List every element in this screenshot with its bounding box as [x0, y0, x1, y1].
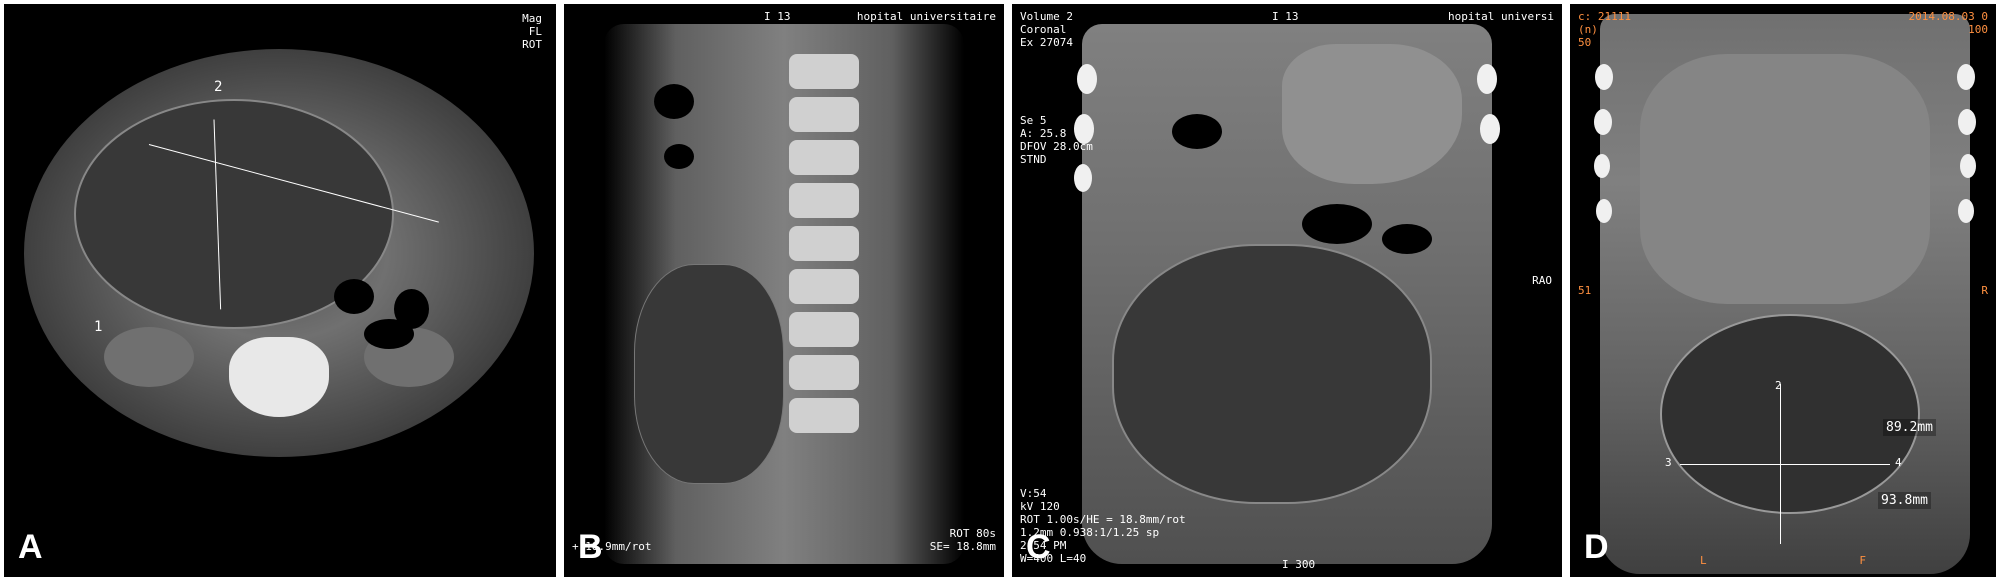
rib-d-r2: [1958, 109, 1976, 135]
overlay-bottomleft-d: L: [1700, 554, 1707, 567]
gas-c1: [1172, 114, 1222, 149]
panel-a: Mag FL ROT 2 1 A: [4, 4, 556, 577]
measurement-width-label: 89.2mm: [1883, 419, 1936, 436]
overlay-topright-c: hopital universi: [1448, 10, 1554, 23]
overlay-bottomright-b: ROT 80s SE= 18.8mm: [930, 527, 996, 553]
bowel-loops-d: [1640, 54, 1930, 304]
rib-c-l3: [1074, 164, 1092, 192]
overlay-topleft-c: Volume 2 Coronal Ex 27074: [1020, 10, 1073, 49]
panel-b: I 13 hopital universitaire + 18.9mm/rot …: [564, 4, 1004, 577]
overlay-topmid-c: I 13: [1272, 10, 1299, 23]
overlay-sideright-d: R: [1981, 284, 1988, 297]
sagittal-body-outline: [604, 24, 964, 564]
measurement-vertical: [1780, 384, 1781, 544]
panel-label-c: C: [1026, 528, 1051, 567]
ct-coronal-image-c: Volume 2 Coronal Ex 27074 I 13 hopital u…: [1012, 4, 1562, 577]
measure-num-3: 4: [1895, 456, 1902, 469]
ct-sagittal-image: I 13 hopital universitaire + 18.9mm/rot …: [564, 4, 1004, 577]
gas-pocket-b1: [654, 84, 694, 119]
cystic-mass-b: [634, 264, 784, 484]
panel-c: Volume 2 Coronal Ex 27074 I 13 hopital u…: [1012, 4, 1562, 577]
overlay-topright-d: 2014.08.03 0 100: [1909, 10, 1988, 36]
panel-d: c: 21111 (n) 50 2014.08.03 0 100 51 R L …: [1570, 4, 1996, 577]
panel-label-d: D: [1584, 528, 1609, 567]
overlay-sideleft-d: 51: [1578, 284, 1591, 297]
axial-body-outline: 2 1: [24, 49, 534, 529]
overlay-rightmid-c: RAO: [1532, 274, 1552, 287]
coronal-body-c: [1082, 24, 1492, 564]
overlay-bottomright-d: F: [1859, 554, 1866, 567]
rib-d-l1: [1595, 64, 1613, 90]
overlay-topmid-b: I 13: [764, 10, 791, 23]
overlay-topleft-d: c: 21111 (n) 50: [1578, 10, 1631, 49]
rib-d-l4: [1596, 199, 1612, 223]
ct-coronal-image-d: c: 21111 (n) 50 2014.08.03 0 100 51 R L …: [1570, 4, 1996, 577]
coronal-body-d: [1600, 14, 1970, 574]
overlay-topright-b: hopital universitaire: [857, 10, 996, 23]
measure-num-1: 2: [1775, 379, 1782, 392]
rib-d-r4: [1958, 199, 1974, 223]
vertebral-body: [229, 337, 329, 417]
cystic-mass-c: [1112, 244, 1432, 504]
measurement-height-label: 93.8mm: [1878, 492, 1931, 509]
cystic-mass-d: [1660, 314, 1920, 514]
kidney-left: [104, 327, 194, 387]
gas-c2: [1302, 204, 1372, 244]
rib-c-r2: [1480, 114, 1500, 144]
measurement-horizontal: [1680, 464, 1890, 465]
measure-num-2: 3: [1665, 456, 1672, 469]
measure-marker-2: 2: [214, 79, 222, 95]
gas-c3: [1382, 224, 1432, 254]
overlay-midleft-c: Se 5 A: 25.8 DFOV 28.0cm STND: [1020, 114, 1093, 166]
rib-d-l2: [1594, 109, 1612, 135]
gas-pocket-b2: [664, 144, 694, 169]
liver-c: [1282, 44, 1462, 184]
spine-column: [789, 54, 864, 474]
rib-d-l3: [1594, 154, 1610, 178]
panel-label-a: A: [18, 528, 43, 567]
overlay-bottommid-c: I 300: [1282, 558, 1315, 571]
ct-axial-image: Mag FL ROT 2 1: [4, 4, 556, 577]
rib-d-r1: [1957, 64, 1975, 90]
bowel-loops-a: [334, 279, 454, 379]
rib-d-r3: [1960, 154, 1976, 178]
rib-c-l1: [1077, 64, 1097, 94]
measure-marker-1: 1: [94, 319, 102, 335]
overlay-topright-a: Mag FL ROT: [522, 12, 542, 51]
panel-label-b: B: [578, 528, 603, 567]
rib-c-r1: [1477, 64, 1497, 94]
